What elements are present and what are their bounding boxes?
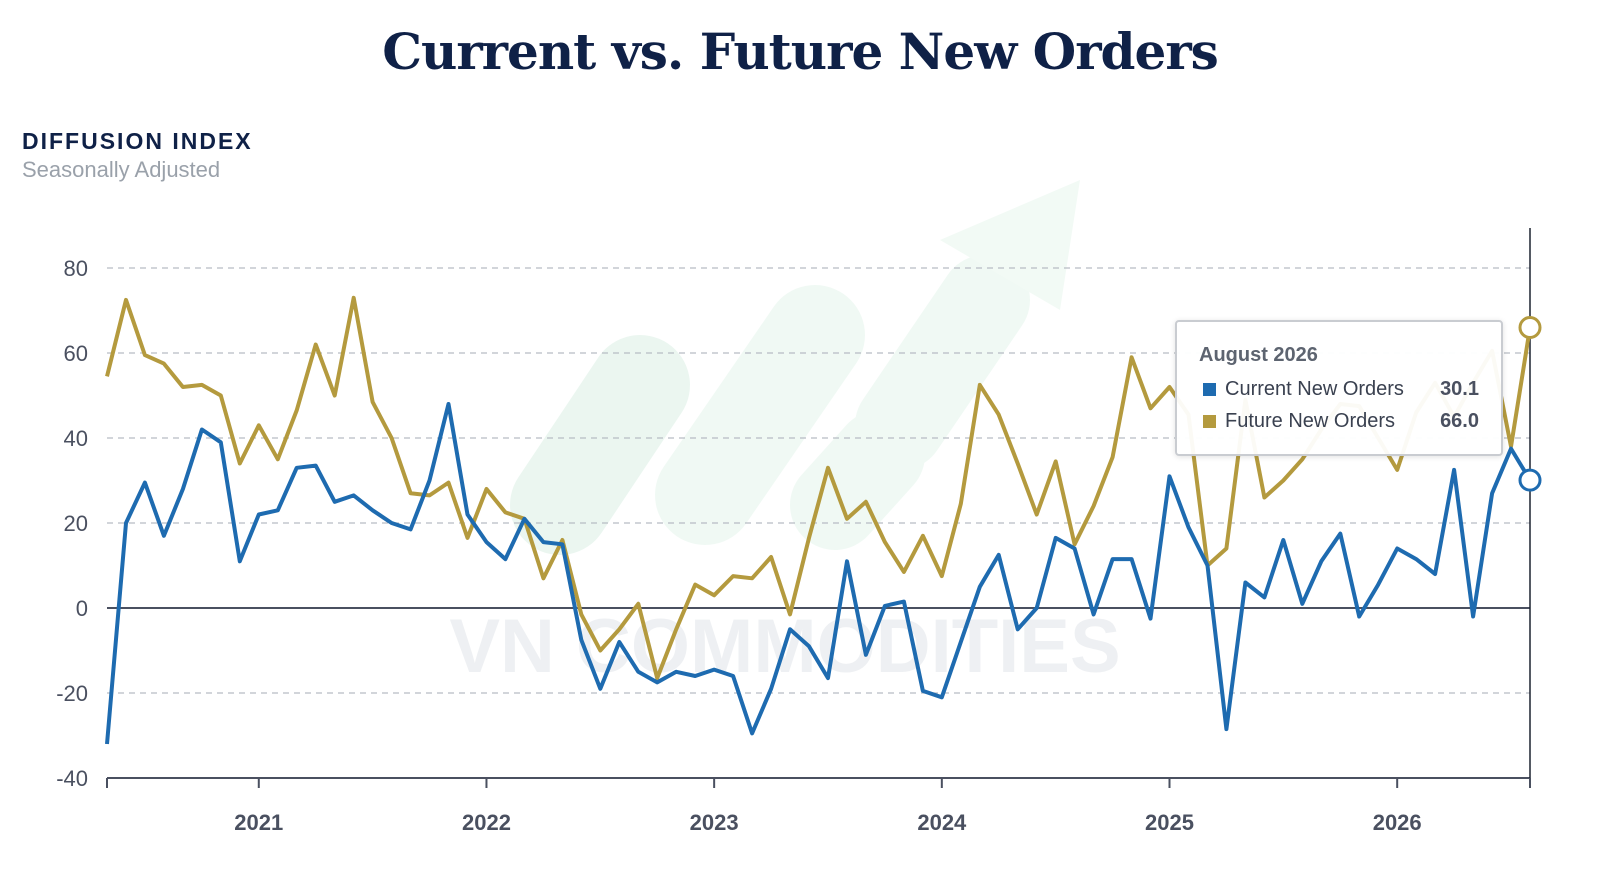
current-last-point-marker[interactable] (1518, 468, 1542, 492)
series-line-current-new-orders (105, 402, 1532, 745)
y-axis-subtitle: Seasonally Adjusted (22, 157, 221, 182)
x-tick-label: 2021 (234, 810, 283, 835)
tooltip-future-label: Future New Orders (1225, 410, 1396, 432)
y-tick-label: 80 (64, 256, 88, 281)
tooltip-row-current: Current New Orders 30.1 (1199, 376, 1489, 402)
tooltip-current-label: Current New Orders (1225, 378, 1404, 400)
tooltip-title: August 2026 (1199, 344, 1318, 366)
future-last-point-marker[interactable] (1518, 316, 1542, 339)
y-tick-label: 60 (64, 341, 88, 366)
y-tick-label: -20 (56, 681, 88, 706)
future-swatch-icon (1203, 415, 1216, 428)
x-tick-label: 2024 (917, 810, 967, 835)
y-tick-label: 0 (76, 596, 88, 621)
y-axis-title: DIFFUSION INDEX (22, 128, 253, 154)
series-line-future-new-orders (105, 295, 1532, 681)
tooltip-current-value: 30.1 (1440, 378, 1479, 400)
current-swatch-icon (1203, 383, 1216, 396)
tooltip-future-value: 66.0 (1440, 410, 1479, 432)
x-tick-label: 2026 (1373, 810, 1422, 835)
y-tick-label: 40 (64, 426, 88, 451)
x-tick-label: 2023 (690, 810, 739, 835)
watermark-arrow-icon (510, 180, 1080, 555)
chart-title: Current vs. Future New Orders (382, 22, 1219, 81)
x-tick-label: 2022 (462, 810, 511, 835)
y-tick-label: 20 (64, 511, 88, 536)
x-tick-label: 2025 (1145, 810, 1194, 835)
y-tick-label: -40 (56, 766, 88, 791)
tooltip-row-future: Future New Orders 66.0 (1199, 408, 1489, 434)
hover-tooltip: August 2026 Current New Orders 30.1 Futu… (1175, 320, 1503, 456)
